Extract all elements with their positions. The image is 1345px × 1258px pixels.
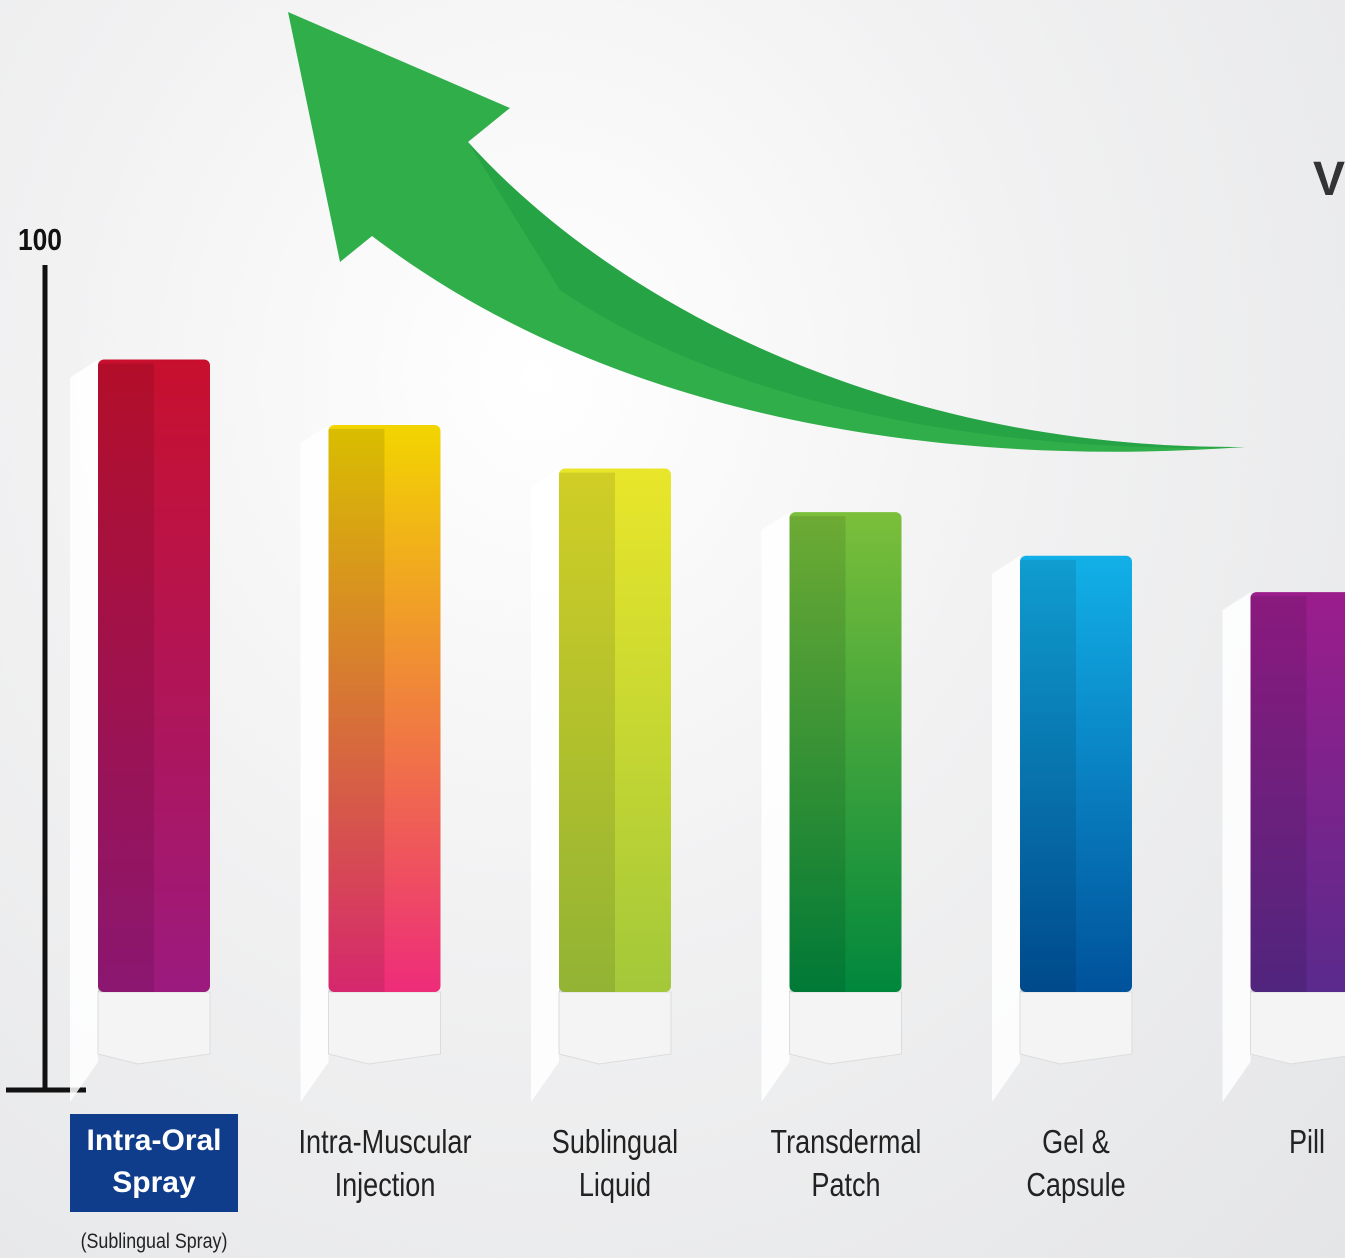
category-label-line: Intra-Oral <box>86 1124 222 1157</box>
category-label-1: Intra-Muscular Injection <box>294 1120 474 1206</box>
bar-foot <box>1250 991 1345 1065</box>
bar-pill <box>1250 592 1345 992</box>
partial-title-letter: V <box>1313 153 1345 206</box>
category-label-line: Pill <box>1288 1123 1325 1160</box>
category-label-5: Pill <box>1216 1120 1345 1163</box>
bar-shade <box>1020 559 1076 992</box>
bar-sublingual-liquid <box>559 468 671 992</box>
bar-intra-oral-spray <box>98 359 210 992</box>
bar-shade <box>98 363 154 992</box>
category-label-line: Liquid <box>578 1166 652 1203</box>
bar-shade <box>328 428 385 992</box>
bar-shadow <box>761 512 790 1102</box>
bar-shadow <box>992 555 1020 1102</box>
category-label-line: Sublingual <box>551 1123 679 1160</box>
bar-intra-muscular-injection <box>328 424 441 992</box>
category-label-line: Intra-Muscular <box>298 1123 471 1160</box>
bar-shadow <box>1222 592 1251 1102</box>
category-label-line: Transdermal <box>770 1123 921 1160</box>
trend-arrow-shade <box>468 142 1245 448</box>
category-label-line: Injection <box>334 1166 435 1203</box>
bar-foot <box>789 991 902 1065</box>
bar-foot <box>1019 991 1133 1065</box>
trend-arrow <box>288 12 1245 452</box>
category-label-line: Patch <box>810 1166 881 1203</box>
bar-shade <box>559 472 615 992</box>
bar-shadow <box>300 424 329 1102</box>
category-label-line: Capsule <box>1026 1166 1126 1203</box>
bar-shadow <box>70 359 98 1102</box>
bar-shade <box>1250 596 1307 992</box>
category-label-4: Gel & Capsule <box>986 1120 1166 1206</box>
category-label-line: Gel & <box>1042 1123 1110 1160</box>
category-label-line: Spray <box>112 1166 196 1199</box>
bar-gel-capsule <box>1020 555 1132 992</box>
category-label-3: Transdermal Patch <box>755 1120 935 1206</box>
category-label-0: Intra-Oral Spray <box>70 1114 238 1212</box>
bar-foot <box>328 991 441 1065</box>
bar-shade <box>789 516 846 992</box>
category-label-2: Sublingual Liquid <box>525 1120 705 1206</box>
y-axis-top-tick-label: 100 <box>18 222 62 257</box>
bar-foot <box>558 991 672 1065</box>
bar-shadow <box>531 468 559 1102</box>
bar-foot <box>97 991 211 1065</box>
bar-transdermal-patch <box>789 512 902 992</box>
highlight-sub-label: (Sublingual Spray) <box>80 1230 228 1253</box>
